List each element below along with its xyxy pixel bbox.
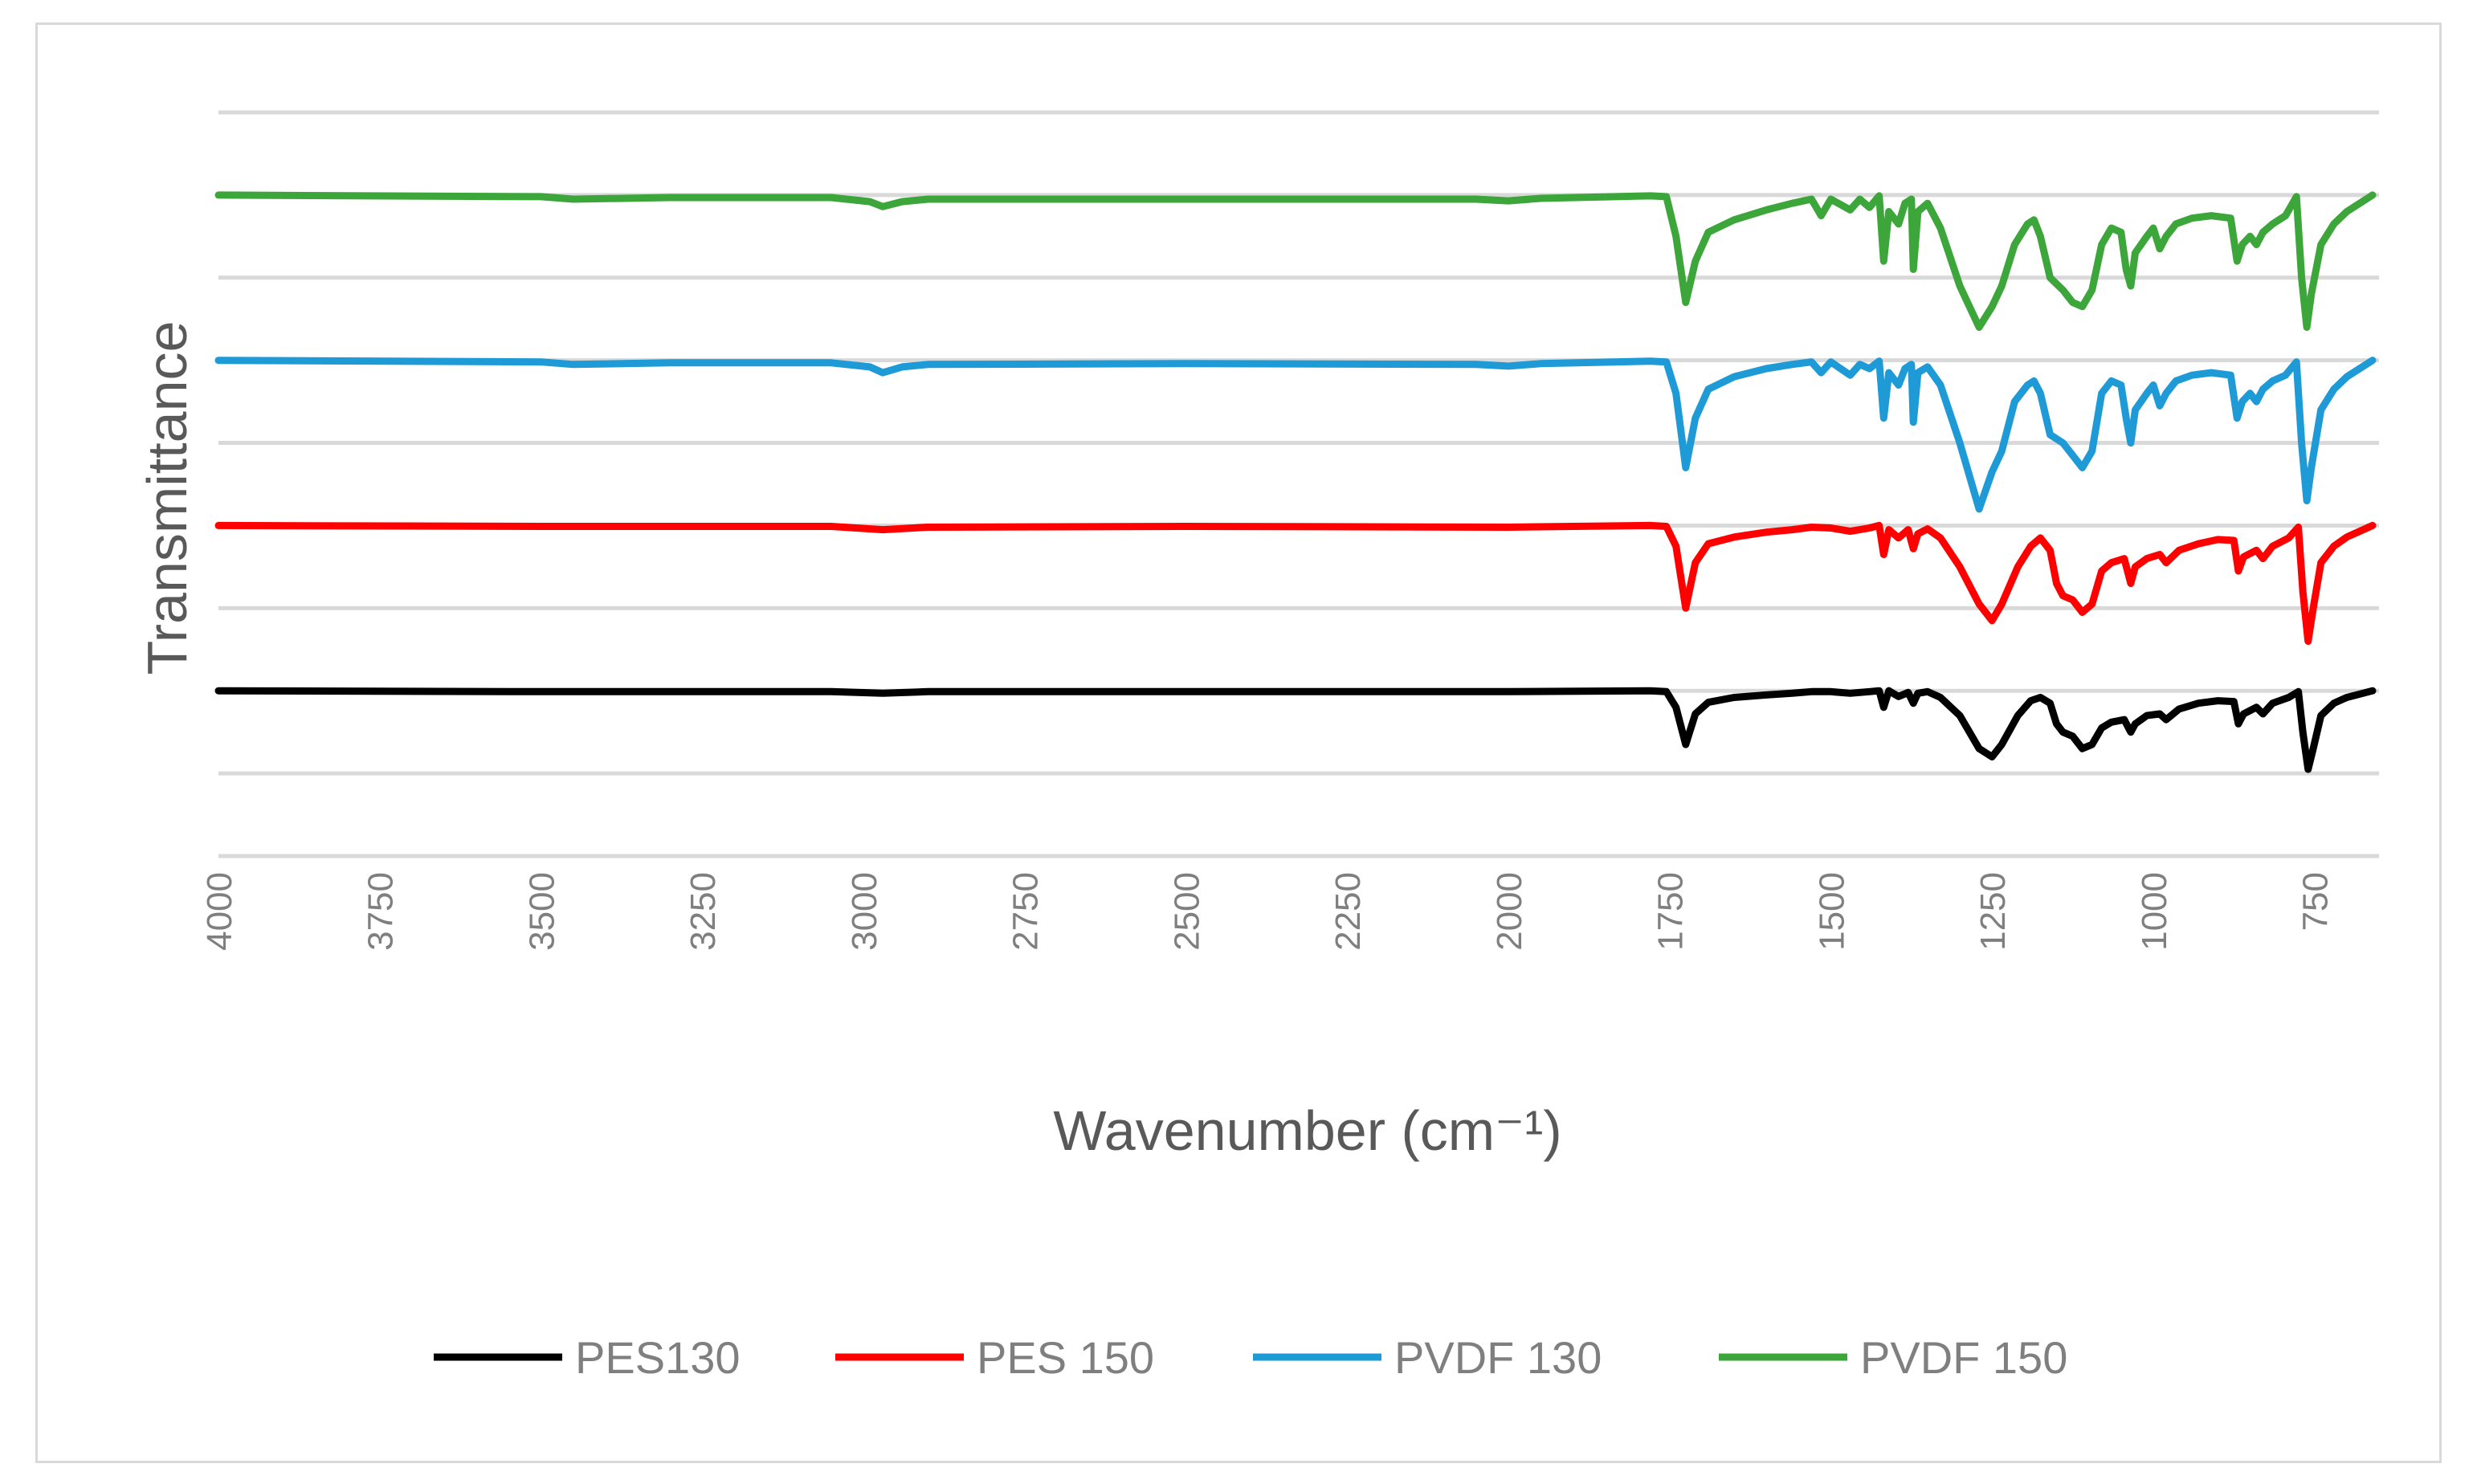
legend-item-pes-150: PES 150 xyxy=(835,1332,1154,1383)
x-tick-label: 2250 xyxy=(1328,872,1368,951)
x-axis-title: Wavenumber (cm⁻¹) xyxy=(1053,1099,1561,1162)
series-line-pes130 xyxy=(214,687,2377,773)
x-tick-label: 1000 xyxy=(2135,872,2174,951)
x-tick-label: 3000 xyxy=(845,872,884,951)
x-tick-label: 3750 xyxy=(361,872,401,951)
x-axis-tick-labels: 4000 3750 3500 3250 3000 2750 2500 2250 2000 1750… xyxy=(200,872,2336,951)
legend-label: PES 150 xyxy=(977,1332,1154,1383)
series-line-pvdf-130 xyxy=(214,357,2377,513)
series-line-pvdf-150 xyxy=(214,191,2377,331)
gridlines xyxy=(218,110,2379,858)
x-tick-label: 3250 xyxy=(684,872,723,951)
x-tick-label: 4000 xyxy=(200,872,239,951)
legend-label: PVDF 150 xyxy=(1860,1332,2067,1383)
x-tick-label: 1750 xyxy=(1651,872,1691,951)
x-tick-label: 750 xyxy=(2296,872,2336,931)
legend: PES130 PES 150 PVDF 130 PVDF 150 xyxy=(434,1332,2067,1383)
series-line-pes-150 xyxy=(214,521,2377,645)
legend-label: PES130 xyxy=(575,1332,741,1383)
chart-frame xyxy=(35,22,2442,1463)
x-tick-label: 3500 xyxy=(522,872,561,951)
x-tick-label: 1500 xyxy=(1812,872,1851,951)
legend-item-pes130: PES130 xyxy=(434,1332,741,1383)
legend-label: PVDF 130 xyxy=(1394,1332,1602,1383)
x-tick-label: 1250 xyxy=(1973,872,2013,951)
x-tick-label: 2750 xyxy=(1006,872,1046,951)
legend-item-pvdf-150: PVDF 150 xyxy=(1719,1332,2067,1383)
x-tick-label: 2500 xyxy=(1167,872,1206,951)
x-tick-label: 2000 xyxy=(1490,872,1529,951)
series-lines xyxy=(214,191,2377,773)
y-axis-title: Transmittance xyxy=(136,321,198,675)
legend-item-pvdf-130: PVDF 130 xyxy=(1253,1332,1602,1383)
